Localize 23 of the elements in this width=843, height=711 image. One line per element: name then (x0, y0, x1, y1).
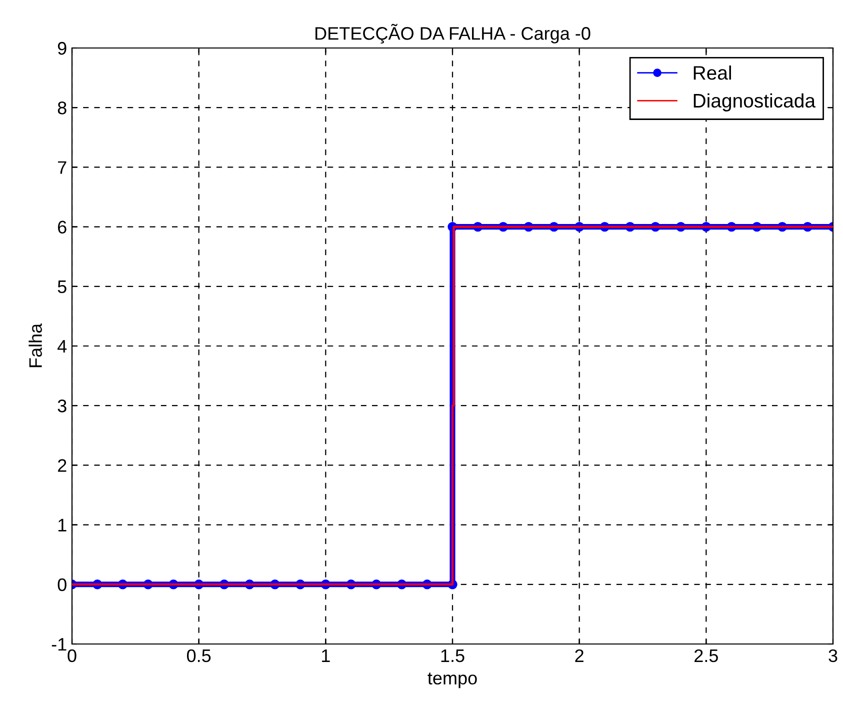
x-tick-label: 0 (68, 649, 76, 662)
y-tick-label: 8 (58, 102, 66, 114)
x-axis-title: tempo (428, 672, 477, 688)
x-tick-label: 3 (828, 649, 838, 662)
x-tick-label: 2 (575, 649, 584, 662)
y-tick-label: 6 (58, 220, 66, 234)
y-tick-label: 0 (58, 578, 66, 592)
y-tick-label: 3 (58, 400, 66, 412)
y-tick-label: 1 (58, 518, 66, 532)
y-tick-label: 9 (58, 42, 66, 55)
y-tick-label: 2 (58, 459, 66, 472)
chart-title: DETECÇÃO DA FALHA - Carga -0 (316, 24, 590, 44)
x-tick-label: 1 (322, 650, 330, 662)
x-tick-label: 1.5 (441, 650, 464, 662)
y-tick-label: 5 (58, 280, 66, 294)
y-tick-label: 4 (58, 340, 67, 353)
legend-label: Diagnosticada (694, 93, 816, 112)
legend-label: Real (694, 66, 731, 80)
x-tick-label: 2.5 (694, 649, 718, 662)
y-tick-label: -1 (52, 638, 66, 651)
y-tick-label: 7 (58, 161, 66, 174)
y-axis-title: Falha (28, 323, 42, 368)
x-tick-label: 0.5 (186, 649, 211, 662)
